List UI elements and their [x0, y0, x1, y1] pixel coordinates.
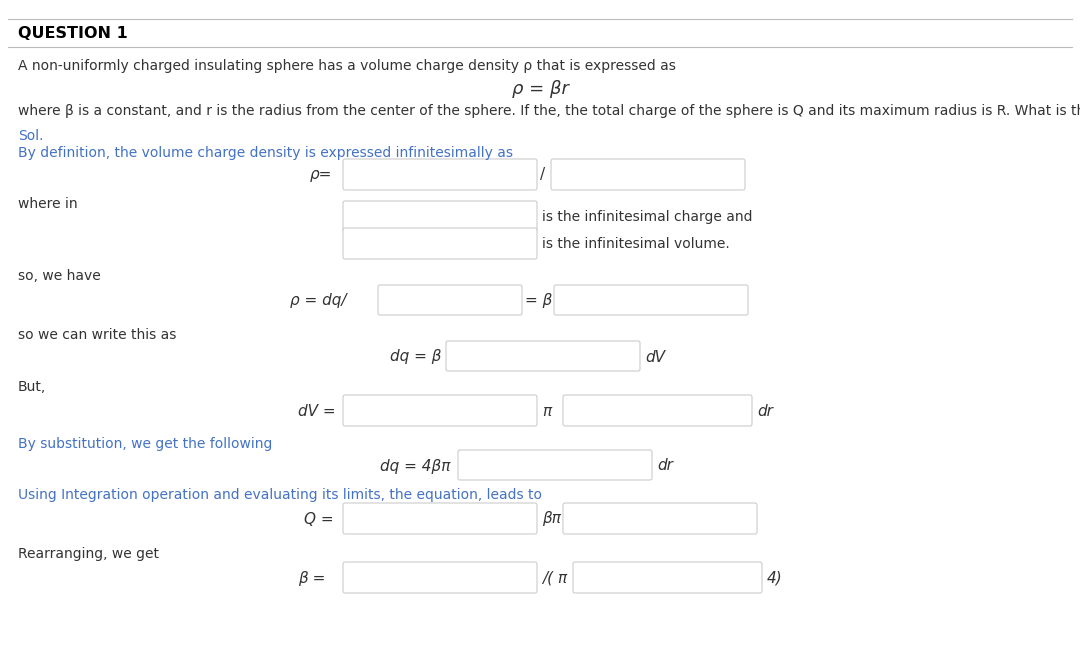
Text: A non-uniformly charged insulating sphere has a volume charge density ρ that is : A non-uniformly charged insulating spher… — [18, 59, 676, 73]
FancyBboxPatch shape — [458, 450, 652, 480]
FancyBboxPatch shape — [554, 285, 748, 315]
Text: Using Integration operation and evaluating its limits, the equation, leads to: Using Integration operation and evaluati… — [18, 488, 542, 502]
Text: By definition, the volume charge density is expressed infinitesimally as: By definition, the volume charge density… — [18, 146, 513, 160]
Text: dr: dr — [657, 459, 673, 474]
Text: dV =: dV = — [298, 403, 336, 419]
FancyBboxPatch shape — [563, 395, 752, 426]
FancyBboxPatch shape — [446, 341, 640, 371]
FancyBboxPatch shape — [343, 395, 537, 426]
FancyBboxPatch shape — [378, 285, 522, 315]
Text: = β: = β — [525, 294, 552, 309]
Text: dr: dr — [757, 403, 773, 419]
Text: where in: where in — [18, 197, 78, 211]
Text: dq = β: dq = β — [390, 350, 442, 365]
Text: so, we have: so, we have — [18, 269, 100, 283]
FancyBboxPatch shape — [343, 503, 537, 534]
Text: βπ: βπ — [542, 512, 561, 526]
FancyBboxPatch shape — [563, 503, 757, 534]
Text: π: π — [542, 403, 551, 419]
Text: Rearranging, we get: Rearranging, we get — [18, 547, 159, 561]
Text: ρ = dq/: ρ = dq/ — [291, 294, 347, 309]
Text: dV: dV — [645, 350, 665, 365]
Text: so we can write this as: so we can write this as — [18, 328, 176, 342]
FancyBboxPatch shape — [343, 228, 537, 259]
Text: is the infinitesimal volume.: is the infinitesimal volume. — [542, 237, 730, 251]
Text: /: / — [540, 168, 545, 183]
Text: dq = 4βπ: dq = 4βπ — [380, 459, 450, 474]
Text: By substitution, we get the following: By substitution, we get the following — [18, 437, 272, 451]
Text: /( π: /( π — [542, 570, 567, 585]
Text: QUESTION 1: QUESTION 1 — [18, 26, 127, 41]
Text: is the infinitesimal charge and: is the infinitesimal charge and — [542, 210, 753, 224]
Text: where β is a constant, and r is the radius from the center of the sphere. If the: where β is a constant, and r is the radi… — [18, 104, 1080, 118]
Text: ρ=: ρ= — [310, 168, 333, 183]
Text: 4): 4) — [767, 570, 783, 585]
Text: Sol.: Sol. — [18, 129, 43, 143]
FancyBboxPatch shape — [343, 159, 537, 190]
FancyBboxPatch shape — [573, 562, 762, 593]
Text: β =: β = — [298, 570, 325, 585]
Text: ρ = βr: ρ = βr — [512, 80, 568, 98]
FancyBboxPatch shape — [343, 562, 537, 593]
Text: But,: But, — [18, 380, 46, 394]
Text: Q =: Q = — [303, 512, 334, 526]
FancyBboxPatch shape — [343, 201, 537, 232]
FancyBboxPatch shape — [551, 159, 745, 190]
